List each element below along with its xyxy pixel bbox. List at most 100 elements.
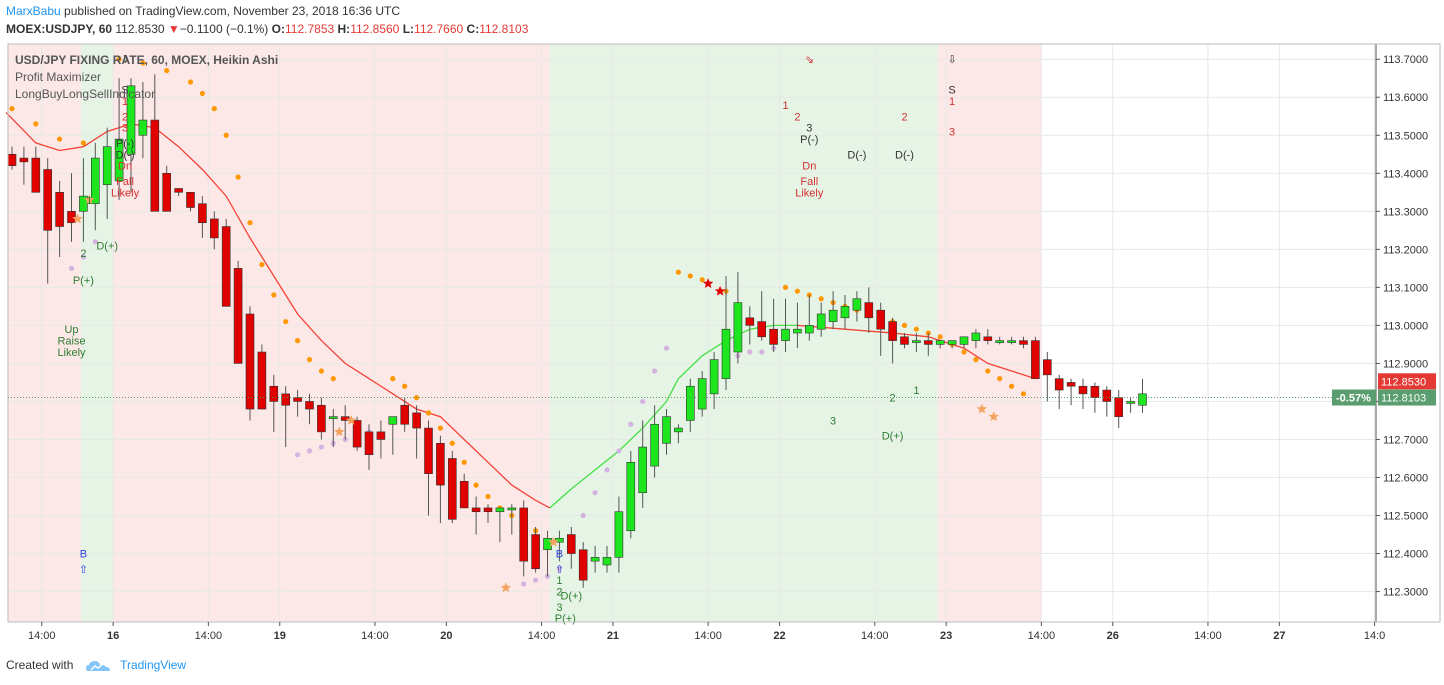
candle-body [1031, 340, 1040, 379]
price-label: 112.8530 [1381, 376, 1426, 388]
sar-dot [330, 376, 336, 382]
x-tick-label: 16 [107, 630, 119, 642]
symbol-info: MOEX:USDJPY, 60 112.8530 ▼−0.1100 (−0.1%… [6, 22, 528, 36]
signal-backgrounds [8, 44, 1376, 622]
candle-body [590, 557, 600, 562]
candle-body [912, 340, 921, 343]
sar-dot [306, 357, 313, 363]
candle-body [471, 507, 481, 513]
signal-text: 3 [556, 602, 562, 614]
axes: 113.7000 113.6000 113.5000 113.4000 113.3000… [7, 43, 1441, 642]
candle-body [114, 138, 124, 182]
candle-body [91, 157, 100, 205]
candle-body [162, 172, 171, 212]
signal-text: Fall [116, 176, 134, 188]
symbol: MOEX:USDJPY, 60 [6, 22, 113, 36]
sar-dot [259, 261, 265, 268]
candle-body [1066, 382, 1076, 387]
candle-body [186, 192, 195, 208]
candle-body [293, 397, 302, 402]
sar-dot [57, 136, 63, 142]
x-tick-label: 23 [940, 630, 952, 642]
candle-body [495, 507, 505, 513]
sar-dot [437, 425, 443, 431]
sar-dot [818, 296, 824, 302]
candle-body [483, 507, 493, 513]
candle-body [816, 313, 826, 330]
candle-body [971, 332, 981, 341]
candle-body [566, 534, 576, 554]
tradingview-link[interactable]: TradingView [120, 658, 187, 672]
candle-body [19, 157, 29, 163]
candle-body [804, 325, 814, 334]
candle-body [245, 313, 255, 410]
price-chart[interactable]: 12D(+)P(+)UpRaiseLikely⇩S123P(-)D(-)DnFa… [0, 0, 1444, 655]
signal-text: Fall [800, 176, 818, 188]
y-tick-label: 113.7000 [1383, 54, 1428, 66]
sar-dot [687, 273, 693, 279]
footer: Created with TradingView [6, 658, 186, 673]
candle-body [1078, 385, 1088, 395]
candle-body [269, 385, 279, 402]
candle-body [138, 119, 148, 136]
close-label: C: [466, 22, 480, 36]
x-tick-label: 27 [1273, 630, 1285, 642]
candle-body [947, 340, 957, 345]
high-value: 112.8560 [350, 22, 400, 36]
sar-dot [1009, 383, 1015, 389]
sar-dot [140, 60, 146, 66]
signal-text: Likely [795, 187, 824, 199]
y-tick-label: 112.3000 [1383, 587, 1428, 599]
x-tick-label: 14:00 [1194, 630, 1222, 642]
y-tick-label: 113.6000 [1383, 92, 1428, 104]
candle-body [67, 211, 76, 224]
candle-body [983, 336, 993, 341]
sar-dot [699, 277, 705, 283]
signal-text: 2 [122, 111, 128, 123]
signal-text: 1 [122, 96, 128, 108]
sar-dot [485, 493, 491, 500]
candle-body [650, 423, 659, 467]
sar-dot [80, 140, 86, 146]
candle-body [1114, 397, 1123, 417]
candle-body [852, 298, 862, 311]
signal-text: S [121, 85, 128, 97]
candle-body [769, 328, 778, 345]
sar-dot [997, 376, 1003, 382]
candle-body [709, 359, 719, 395]
candle-body [935, 340, 945, 345]
created-with-label: Created with [6, 658, 74, 672]
signal-text: 3 [949, 126, 955, 138]
sar-dot [913, 326, 920, 332]
signal-text: Dn [118, 161, 132, 173]
candle-body [305, 401, 314, 410]
sar-dot [247, 220, 253, 226]
candle-body [388, 416, 398, 425]
candle-body [1043, 359, 1052, 376]
signal-text: D(-) [847, 149, 866, 161]
signal-text: ⇩ [120, 54, 129, 66]
sar-dot [628, 421, 634, 427]
sar-dot [580, 512, 586, 519]
down-triangle-icon: ▼ [167, 22, 180, 36]
sar-dot [794, 288, 801, 294]
y-tick-label: 112.4000 [1383, 549, 1428, 561]
candle-body [1007, 340, 1016, 343]
candle-body [900, 336, 909, 345]
signal-annotations: 12D(+)P(+)UpRaiseLikely⇩S123P(-)D(-)DnFa… [57, 54, 956, 625]
candle-body [531, 534, 540, 570]
signal-text: P(-) [800, 134, 818, 146]
sar-dot [533, 577, 539, 583]
y-tick-label: 113.4000 [1383, 168, 1428, 180]
open-label: O: [271, 22, 285, 36]
candle-body [793, 328, 802, 334]
candle-body [697, 378, 707, 410]
candle-body [1138, 393, 1147, 406]
signal-text: 1 [949, 96, 955, 108]
sar-dot [402, 383, 408, 389]
x-tick-label: 14:00 [195, 630, 223, 642]
candle-body [1019, 340, 1028, 345]
author-link[interactable]: MarxBabu [6, 4, 61, 18]
candle-body [959, 336, 969, 345]
signal-text: 2 [556, 587, 562, 599]
